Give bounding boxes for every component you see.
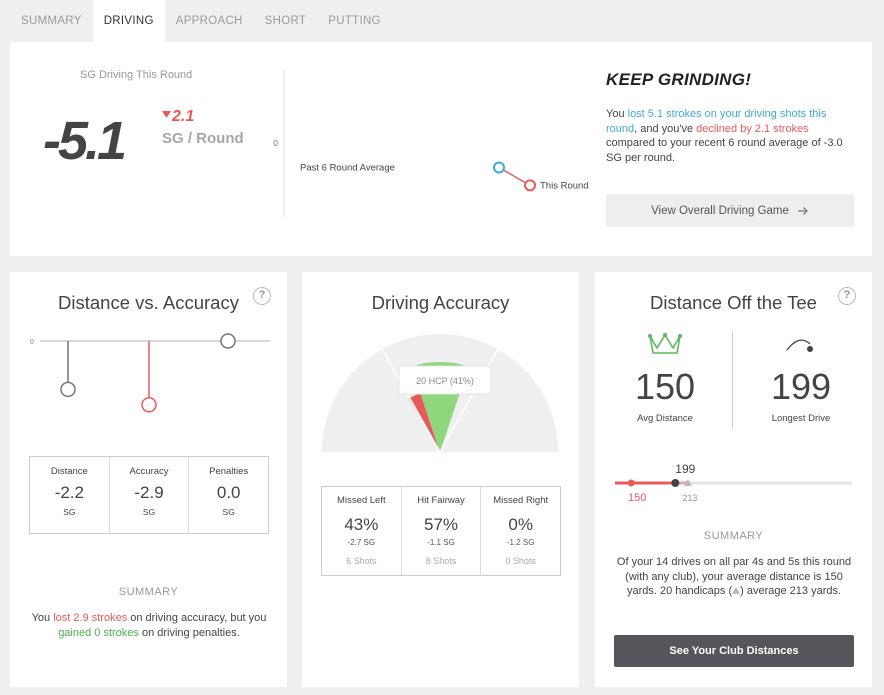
distance-summary-text: Of your 14 drives on all par 4s and 5s t… — [616, 556, 852, 597]
distance-accuracy-title: Distance vs. Accuracy — [58, 292, 239, 313]
accuracy-breakdown-table: Missed Left 43% -2.7 SG 6 Shots Hit Fair… — [321, 486, 561, 576]
ball-flight-icon — [786, 339, 813, 352]
hcp-marker-label: 213 — [682, 493, 697, 503]
summary-heading: SUMMARY — [703, 530, 764, 542]
tab-approach[interactable]: APPROACH — [175, 15, 243, 27]
pin-chart: 0 — [30, 333, 270, 413]
pin-head-distance — [60, 381, 76, 398]
sg-trend-chart: 0 Past 6 Round Average This Round — [273, 70, 589, 217]
tab-putting[interactable]: PUTTING — [328, 15, 381, 27]
trend-zero-label: 0 — [273, 138, 278, 148]
stat-hit-fairway: Hit Fairway 57% -1.1 SG 8 Shots — [402, 487, 482, 575]
hcp-marker — [683, 479, 692, 486]
driving-summary-text: You lost 5.1 strokes on your driving sho… — [606, 108, 843, 164]
tab-bar: SUMMARY DRIVING APPROACH SHORT PUTTING — [10, 0, 392, 42]
avg-marker-label: 150 — [628, 492, 646, 504]
pin-head-penalties — [220, 333, 236, 349]
driving-accuracy-title: Driving Accuracy — [371, 292, 510, 313]
stat-distance: Distance -2.2 SG — [30, 457, 110, 533]
crown-icon — [648, 333, 682, 354]
stat-penalties: Penalties 0.0 SG — [209, 466, 249, 517]
distance-accuracy-card: Distance vs. Accuracy ? 0 Distance -2.2 … — [10, 272, 287, 687]
accuracy-gauge: 20 HCP (41%) — [322, 334, 558, 453]
pin-zero-label: 0 — [30, 339, 34, 346]
hcp-boundary-left — [381, 348, 441, 453]
distance-bar: 150 199 213 — [615, 462, 852, 504]
arrow-right-icon — [797, 206, 808, 215]
longest-drive-label: Longest Drive — [771, 413, 831, 424]
sg-driving-label: SG Driving This Round — [80, 69, 193, 81]
hcp-tooltip-box — [398, 365, 492, 395]
sg-driving-value: -5.1 — [43, 111, 127, 171]
longest-marker — [671, 479, 680, 487]
sg-delta-unit: SG / Round — [162, 130, 244, 147]
triangle-up-icon — [732, 587, 741, 594]
tab-driving[interactable]: DRIVING — [92, 0, 165, 42]
see-club-distances-button[interactable]: See Your Club Distances — [614, 635, 854, 667]
sg-delta-value: 2.1 — [172, 108, 195, 125]
avg-point — [493, 161, 505, 174]
tab-summary[interactable]: SUMMARY — [21, 15, 82, 27]
avg-label: Past 6 Round Average — [300, 163, 395, 174]
pin-head-accuracy — [141, 397, 157, 413]
longest-marker-label: 199 — [675, 462, 695, 476]
sg-driving-card: SG Driving This Round -5.1 2.1 SG / Roun… — [10, 42, 872, 256]
stat-accuracy: Accuracy -2.9 SG — [110, 457, 190, 533]
help-icon[interactable]: ? — [838, 287, 856, 305]
stat-missed-right: Missed Right 0% -1.2 SG 0 Shots — [493, 495, 549, 566]
longest-drive-value: 199 — [770, 366, 832, 407]
stat-missed-left: Missed Left 43% -2.7 SG 6 Shots — [322, 487, 402, 575]
sg-breakdown-table: Distance -2.2 SG Accuracy -2.9 SG Penalt… — [29, 456, 269, 534]
triangle-down-icon — [162, 111, 171, 118]
view-overall-driving-button[interactable]: View Overall Driving Game — [606, 194, 854, 227]
distance-off-tee-card: Distance Off the Tee ? 150 Avg Distance … — [595, 272, 872, 687]
hcp-tooltip: 20 HCP (41%) — [416, 376, 474, 386]
this-round-label: This Round — [540, 180, 589, 191]
accuracy-summary-text: You lost 2.9 strokes on driving accuracy… — [31, 612, 267, 639]
stat-divider — [732, 332, 733, 428]
avg-distance-label: Avg Distance — [637, 413, 693, 424]
sg-delta: 2.1 — [162, 108, 194, 126]
distance-off-tee-title: Distance Off the Tee — [650, 292, 817, 313]
this-round-point — [524, 179, 536, 192]
avg-distance-value: 150 — [634, 366, 696, 407]
headline: KEEP GRINDING! — [606, 70, 752, 89]
driving-accuracy-card: Driving Accuracy 20 HCP (41%) Missed Lef… — [302, 272, 579, 687]
tab-short[interactable]: SHORT — [264, 15, 307, 27]
avg-marker — [627, 479, 635, 487]
summary-heading: SUMMARY — [118, 586, 179, 598]
help-icon[interactable]: ? — [253, 287, 271, 305]
